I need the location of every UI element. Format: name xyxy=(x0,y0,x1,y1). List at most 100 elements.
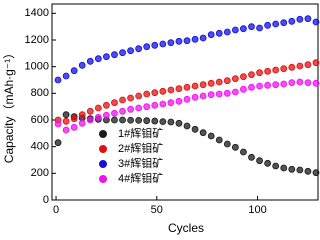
point xyxy=(304,15,312,23)
point xyxy=(151,89,159,97)
point xyxy=(248,23,255,31)
y-tick-label: 1000 xyxy=(25,61,49,73)
point xyxy=(312,169,320,177)
point xyxy=(231,88,239,96)
point xyxy=(167,118,175,126)
point xyxy=(111,116,118,124)
point xyxy=(127,116,134,124)
point xyxy=(143,43,151,51)
point xyxy=(86,116,94,124)
point xyxy=(167,39,175,47)
point xyxy=(191,125,199,133)
point xyxy=(207,31,215,39)
point xyxy=(175,85,183,93)
point xyxy=(304,61,312,69)
point xyxy=(119,49,126,57)
point xyxy=(231,143,239,151)
point xyxy=(135,92,143,100)
point xyxy=(111,51,118,59)
point xyxy=(94,104,102,112)
point xyxy=(103,53,110,61)
point xyxy=(223,140,231,148)
point xyxy=(62,72,70,80)
point xyxy=(151,101,159,109)
point xyxy=(78,111,86,119)
point xyxy=(127,105,134,113)
point xyxy=(280,80,288,88)
y-tick-label: 1400 xyxy=(25,7,49,19)
point xyxy=(159,87,167,95)
point xyxy=(215,136,223,144)
point xyxy=(54,120,62,128)
point xyxy=(159,40,167,48)
point xyxy=(183,122,191,130)
point xyxy=(280,65,288,73)
point xyxy=(223,77,231,85)
x-axis-title: Cycles xyxy=(168,221,204,235)
point xyxy=(62,117,70,125)
point xyxy=(288,17,296,25)
point xyxy=(54,139,62,147)
point xyxy=(240,73,247,81)
point xyxy=(215,90,223,98)
legend-label: 4#辉钼矿 xyxy=(118,171,163,185)
legend-label: 2#辉钼矿 xyxy=(118,141,163,155)
y-tick-label: 1200 xyxy=(25,34,49,46)
point xyxy=(191,82,199,90)
point xyxy=(272,81,280,89)
point xyxy=(135,104,143,112)
point xyxy=(119,107,126,115)
point xyxy=(264,81,272,89)
point xyxy=(167,86,175,94)
point xyxy=(151,41,159,49)
point xyxy=(312,59,320,67)
point xyxy=(288,63,296,71)
point xyxy=(119,116,126,124)
point xyxy=(207,91,215,99)
point xyxy=(103,101,110,109)
legend-label: 3#辉钼矿 xyxy=(118,156,163,170)
x-tick-label: 0 xyxy=(53,204,59,216)
point xyxy=(223,28,231,36)
legend-marker xyxy=(99,130,107,138)
plot-frame xyxy=(51,3,319,201)
point xyxy=(272,162,280,170)
point xyxy=(175,37,183,45)
point xyxy=(111,109,118,117)
point xyxy=(94,55,102,63)
x-tick-label: 50 xyxy=(151,204,163,216)
point xyxy=(207,132,215,140)
y-tick-label: 200 xyxy=(31,167,49,179)
point xyxy=(183,37,191,45)
point xyxy=(199,92,207,100)
point xyxy=(62,126,70,134)
point xyxy=(143,117,151,125)
point xyxy=(296,166,304,174)
y-axis-title: Capacity（mAh·g⁻¹） xyxy=(2,47,16,163)
point xyxy=(231,26,239,34)
point xyxy=(264,159,272,167)
point xyxy=(86,107,94,115)
point xyxy=(272,66,280,74)
point xyxy=(215,78,223,86)
point xyxy=(86,57,94,65)
point xyxy=(256,24,263,32)
point xyxy=(127,94,134,102)
point xyxy=(304,79,312,87)
point xyxy=(312,18,320,26)
point xyxy=(175,97,183,105)
point xyxy=(240,85,247,93)
point xyxy=(240,148,247,156)
point xyxy=(151,117,159,125)
point xyxy=(248,71,255,79)
point xyxy=(143,103,151,111)
point xyxy=(296,15,304,23)
point xyxy=(256,82,263,90)
point xyxy=(215,29,223,37)
point xyxy=(296,78,304,86)
point xyxy=(231,75,239,83)
point xyxy=(70,115,78,123)
point xyxy=(119,96,126,104)
point xyxy=(103,111,110,119)
point xyxy=(304,167,312,175)
